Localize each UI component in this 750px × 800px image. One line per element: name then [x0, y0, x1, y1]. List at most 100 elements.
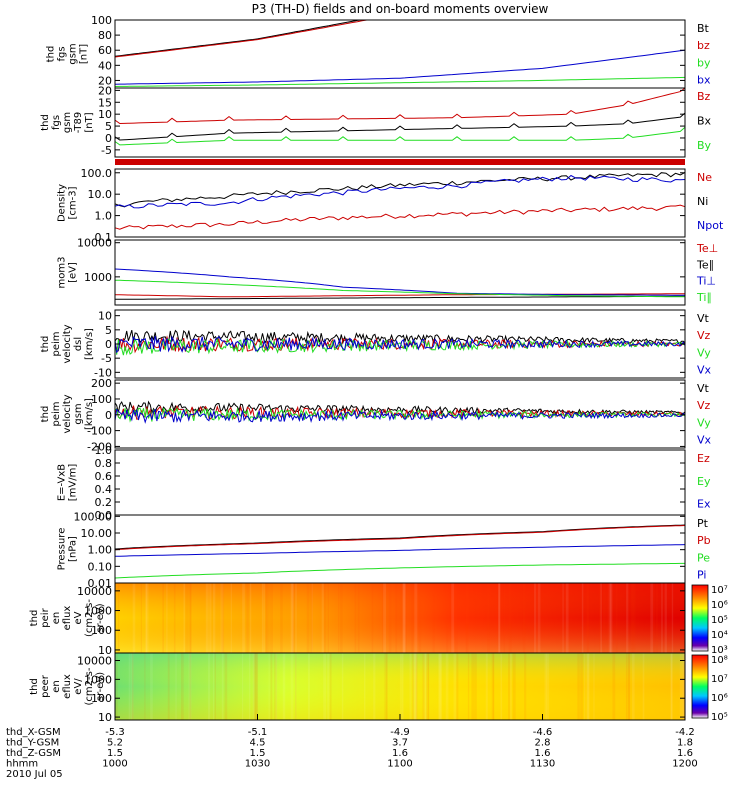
colorbar-tick-label: 10⁶: [711, 693, 728, 704]
spectrogram-streak: [485, 653, 488, 720]
legend-entry: Npot: [697, 219, 724, 232]
y-tick-label: 5: [105, 324, 112, 337]
spectrogram-streak: [338, 583, 340, 653]
y-tick-label: 100: [91, 393, 112, 406]
y-tick-label: 10.0: [88, 188, 113, 201]
spectrogram-streak: [491, 653, 494, 720]
spectrogram-streak: [253, 653, 256, 720]
spectrogram-streak: [382, 583, 384, 653]
spectrogram-streak: [498, 583, 501, 653]
x-row-value: 1.6: [392, 748, 408, 759]
legend-entry: Pi: [697, 568, 706, 581]
y-tick-label: 0.0: [95, 509, 113, 522]
spectrogram-streak: [221, 653, 224, 720]
colorbar-tick-label: 10⁶: [711, 600, 728, 611]
x-row-value: -4.6: [533, 727, 553, 738]
spectrogram-streak: [608, 583, 612, 653]
series-Pe-line: [114, 562, 685, 579]
spectrogram-streak: [249, 583, 252, 653]
colorbar-tick-label: 10³: [711, 645, 728, 656]
series-Pt-line: [114, 524, 686, 550]
spectrogram-streak: [402, 583, 405, 653]
spectrogram-streak: [471, 653, 475, 720]
spectrogram-streak: [321, 583, 324, 653]
spectrogram-streak: [224, 653, 228, 720]
spectrogram-streak: [323, 653, 327, 720]
panel-p10: 10⁵ 10⁶ 10⁷ 10⁸ 10 100 1000 10000 thd peer en eflux…: [29, 652, 728, 724]
y-axis-label: velocity: [62, 324, 73, 363]
spectrogram-streak: [214, 653, 216, 720]
y-tick-label: 0.4: [95, 483, 113, 496]
spectrogram-streak: [565, 583, 569, 653]
spectrogram-streak: [324, 583, 327, 653]
series-Ti∥-line: [114, 279, 685, 298]
y-axis-label: peer: [40, 674, 51, 698]
spectrogram-streak: [403, 583, 406, 653]
y-axis-label: thd: [46, 46, 57, 63]
spectrogram-streak: [230, 583, 232, 653]
y-axis-label: gsm: [73, 403, 84, 424]
spectrogram-streak: [474, 653, 477, 720]
spectrogram-streak: [212, 583, 216, 653]
spectrogram-streak: [423, 653, 426, 720]
spectrogram-streak: [263, 583, 265, 653]
y-axis-label: thd: [29, 610, 40, 627]
y-tick-label: 100: [91, 624, 112, 637]
spectrogram-streak: [185, 583, 189, 653]
spectrogram-streak: [426, 653, 429, 720]
legend-entry: Ez: [697, 452, 710, 465]
colorbar-tick-label: 10⁷: [711, 585, 728, 596]
series-Te∥-line: [115, 295, 685, 300]
y-tick-label: 10: [98, 644, 112, 657]
colorbar-tick-label: 10⁵: [711, 712, 728, 723]
spectrogram-streak: [414, 653, 418, 720]
y-axis-label: sr-eV): [95, 672, 106, 701]
series-Pb-line: [114, 525, 686, 551]
x-row-value: -5.3: [105, 727, 125, 738]
x-row-value: 5.2: [107, 738, 123, 749]
spectrogram-streak: [341, 653, 344, 720]
spectrogram-streak: [310, 583, 313, 653]
colorbar-tick-label: 10⁸: [711, 655, 728, 666]
y-axis-label: eV: [73, 611, 84, 624]
spectrogram-streak: [586, 653, 589, 720]
spectrogram-streak: [295, 653, 297, 720]
spectrogram-streak: [162, 583, 165, 653]
x-row-value: 1200: [672, 759, 697, 770]
spectrogram-streak: [220, 583, 224, 653]
y-axis-label: gsm: [62, 112, 73, 133]
spectrogram-streak: [445, 653, 449, 720]
spectrogram-streak: [188, 653, 191, 720]
spectrogram-streak: [537, 583, 541, 653]
spectrogram-streak: [373, 653, 376, 720]
spectrogram-streak: [509, 653, 512, 720]
x-row-value: 1030: [245, 759, 270, 770]
spectrogram-streak: [140, 583, 142, 653]
legend-entry: Te⊥: [696, 242, 718, 255]
spectrogram-overlay: [115, 583, 685, 653]
colorbar: [691, 584, 709, 652]
spectrogram-streak: [414, 583, 418, 653]
spectrogram-streak: [418, 583, 422, 653]
spectrogram-streak: [395, 583, 398, 653]
panel-p4: 1000 10000 mom3 [eV] Te⊥ Te∥ Ti⊥ Ti∥: [57, 237, 718, 306]
spectrogram-streak: [383, 583, 387, 653]
spectrogram-streak: [661, 583, 663, 653]
spectrogram-streak: [265, 583, 267, 653]
spectrogram-streak: [415, 653, 418, 720]
spectrogram-streak: [209, 583, 212, 653]
spectrogram-streak: [145, 583, 148, 653]
spectrogram-streak: [189, 583, 192, 653]
series-Pi-line: [114, 544, 686, 557]
y-tick-label: 0: [105, 409, 112, 422]
spectrogram-overlay: [115, 653, 685, 720]
spectrogram-streak: [311, 583, 313, 653]
spectrogram-streak: [411, 583, 414, 653]
spectrogram-streak: [248, 653, 251, 720]
y-tick-label: 0.2: [95, 496, 113, 509]
spectrogram-streak: [291, 583, 294, 653]
legend-entry: Bx: [697, 114, 712, 127]
series-bx-line: [114, 49, 686, 85]
